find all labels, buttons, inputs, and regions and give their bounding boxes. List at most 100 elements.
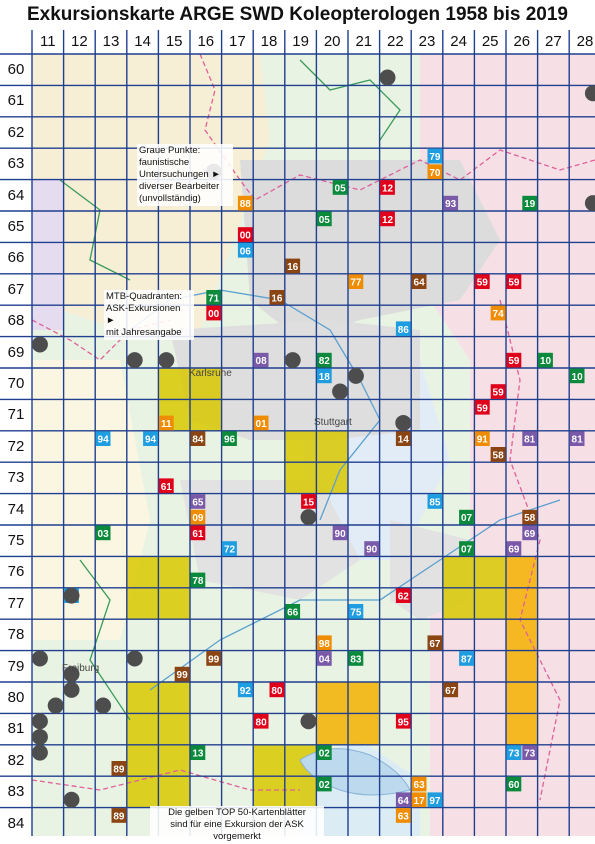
excursion-year-label: 14 xyxy=(398,435,410,446)
excursion-year-label: 06 xyxy=(240,246,252,257)
excursion-box: 64 xyxy=(411,274,427,289)
excursion-year-label: 90 xyxy=(366,545,378,556)
column-label: 12 xyxy=(71,33,88,50)
excursion-box-fill xyxy=(206,305,222,321)
excursion-year-label: 18 xyxy=(319,372,331,383)
note-line: Graue Punkte: xyxy=(139,145,201,156)
excursion-box: 60 xyxy=(506,776,522,792)
excursion-year-label: 73 xyxy=(508,749,520,760)
excursion-box-fill xyxy=(316,368,332,384)
excursion-year-label: 07 xyxy=(461,513,473,524)
excursion-box: 03 xyxy=(95,525,111,541)
row-label: 62 xyxy=(7,123,25,141)
row-label: 83 xyxy=(7,783,25,801)
row-label: 81 xyxy=(7,720,25,738)
column-label: 15 xyxy=(165,33,183,50)
excursion-box: 75 xyxy=(348,604,364,619)
excursion-box-fill xyxy=(301,494,316,509)
excursion-year-label: 75 xyxy=(350,607,362,618)
excursion-year-label: 73 xyxy=(524,749,536,760)
column-label: 26 xyxy=(513,33,531,50)
row-label: 71 xyxy=(7,406,25,424)
excursion-box: 98 xyxy=(316,635,332,651)
column-label: 17 xyxy=(229,33,246,50)
grey-point xyxy=(47,697,64,714)
excursion-box: 74 xyxy=(490,305,506,321)
note-line: mit Jahresangabe xyxy=(106,327,182,338)
excursion-box-fill xyxy=(506,541,522,556)
column-label: 19 xyxy=(292,33,309,50)
excursion-box-fill xyxy=(348,274,364,289)
excursion-box: 67 xyxy=(443,682,459,698)
note-line: MTB-Quadranten: xyxy=(106,291,183,302)
excursion-box-fill xyxy=(364,541,380,556)
excursion-year-label: 11 xyxy=(161,419,172,430)
grey-point xyxy=(95,697,112,714)
excursion-year-label: 59 xyxy=(477,403,489,414)
excursion-box: 17 xyxy=(411,792,427,808)
excursion-year-label: 59 xyxy=(493,388,505,399)
excursion-box: 89 xyxy=(111,761,127,776)
excursion-year-label: 02 xyxy=(319,780,331,791)
excursion-box: 16 xyxy=(285,258,301,274)
row-label: 74 xyxy=(7,500,25,518)
excursion-box: 04 xyxy=(316,651,332,666)
excursion-year-label: 78 xyxy=(192,576,204,587)
excursion-box-fill xyxy=(206,651,222,666)
border-line-west xyxy=(31,319,171,361)
excursion-year-label: 88 xyxy=(240,199,252,210)
excursion-box: 91 xyxy=(474,431,490,446)
excursion-box: 73 xyxy=(522,745,538,760)
excursion-box-fill xyxy=(506,776,522,792)
excursion-year-label: 96 xyxy=(224,435,236,446)
excursion-year-label: 05 xyxy=(319,215,331,226)
excursion-box-fill xyxy=(348,604,364,619)
map-background xyxy=(32,54,595,836)
excursion-box: 59 xyxy=(506,352,522,368)
excursion-year-label: 59 xyxy=(508,278,520,289)
excursion-box-fill xyxy=(380,211,395,227)
excursion-year-label: 89 xyxy=(113,764,125,775)
grey-point xyxy=(584,195,595,212)
excursion-year-label: 66 xyxy=(287,607,299,618)
excursion-box-fill xyxy=(111,761,127,776)
note-line: diverser Bearbeiter xyxy=(139,181,220,192)
excursion-box: 63 xyxy=(411,776,427,792)
excursion-box-fill xyxy=(269,290,285,305)
excursion-year-label: 83 xyxy=(350,654,362,665)
grey-point xyxy=(31,728,48,745)
excursion-box: 84 xyxy=(190,431,206,446)
excursion-box-fill xyxy=(522,745,538,760)
border-line-east xyxy=(499,299,561,801)
note-mtb-quadrants: MTB-Quadranten: ASK-Exkursionen ► mit Ja… xyxy=(104,290,194,340)
excursion-box-fill xyxy=(395,808,411,823)
row-label: 67 xyxy=(7,280,25,298)
excursion-box: 88 xyxy=(237,195,253,211)
row-label: 80 xyxy=(7,689,25,706)
excursion-box: 02 xyxy=(316,776,332,792)
excursion-year-label: 67 xyxy=(429,639,441,650)
excursion-box: 89 xyxy=(111,808,127,823)
excursion-box: 62 xyxy=(395,588,411,603)
excursion-year-label: 94 xyxy=(98,435,110,446)
excursion-box-fill xyxy=(348,651,364,666)
excursion-box: 06 xyxy=(237,242,253,258)
excursion-year-label: 79 xyxy=(429,152,441,163)
excursion-box-fill xyxy=(522,525,538,541)
excursion-year-label: 63 xyxy=(398,811,410,822)
excursion-markers: 79 70 05 12 88 93 19 12 00 05 06 16 77 64 59 59 16 71 00 74… xyxy=(64,148,585,823)
excursion-box: 61 xyxy=(190,525,206,541)
excursion-box: 13 xyxy=(190,745,206,760)
excursion-box-fill xyxy=(285,604,301,619)
region-neckar-grey xyxy=(170,320,420,440)
excursion-year-label: 19 xyxy=(524,199,536,210)
excursion-box: 64 xyxy=(395,792,411,808)
grey-point xyxy=(63,791,80,808)
excursion-box-fill xyxy=(316,745,332,760)
city-freiburg: Freiburg xyxy=(62,663,100,674)
excursion-box: 72 xyxy=(222,541,237,556)
excursion-box: 07 xyxy=(459,541,474,556)
excursion-box-fill xyxy=(459,541,474,556)
excursion-box-fill xyxy=(395,431,411,446)
excursion-box-fill xyxy=(253,352,269,368)
